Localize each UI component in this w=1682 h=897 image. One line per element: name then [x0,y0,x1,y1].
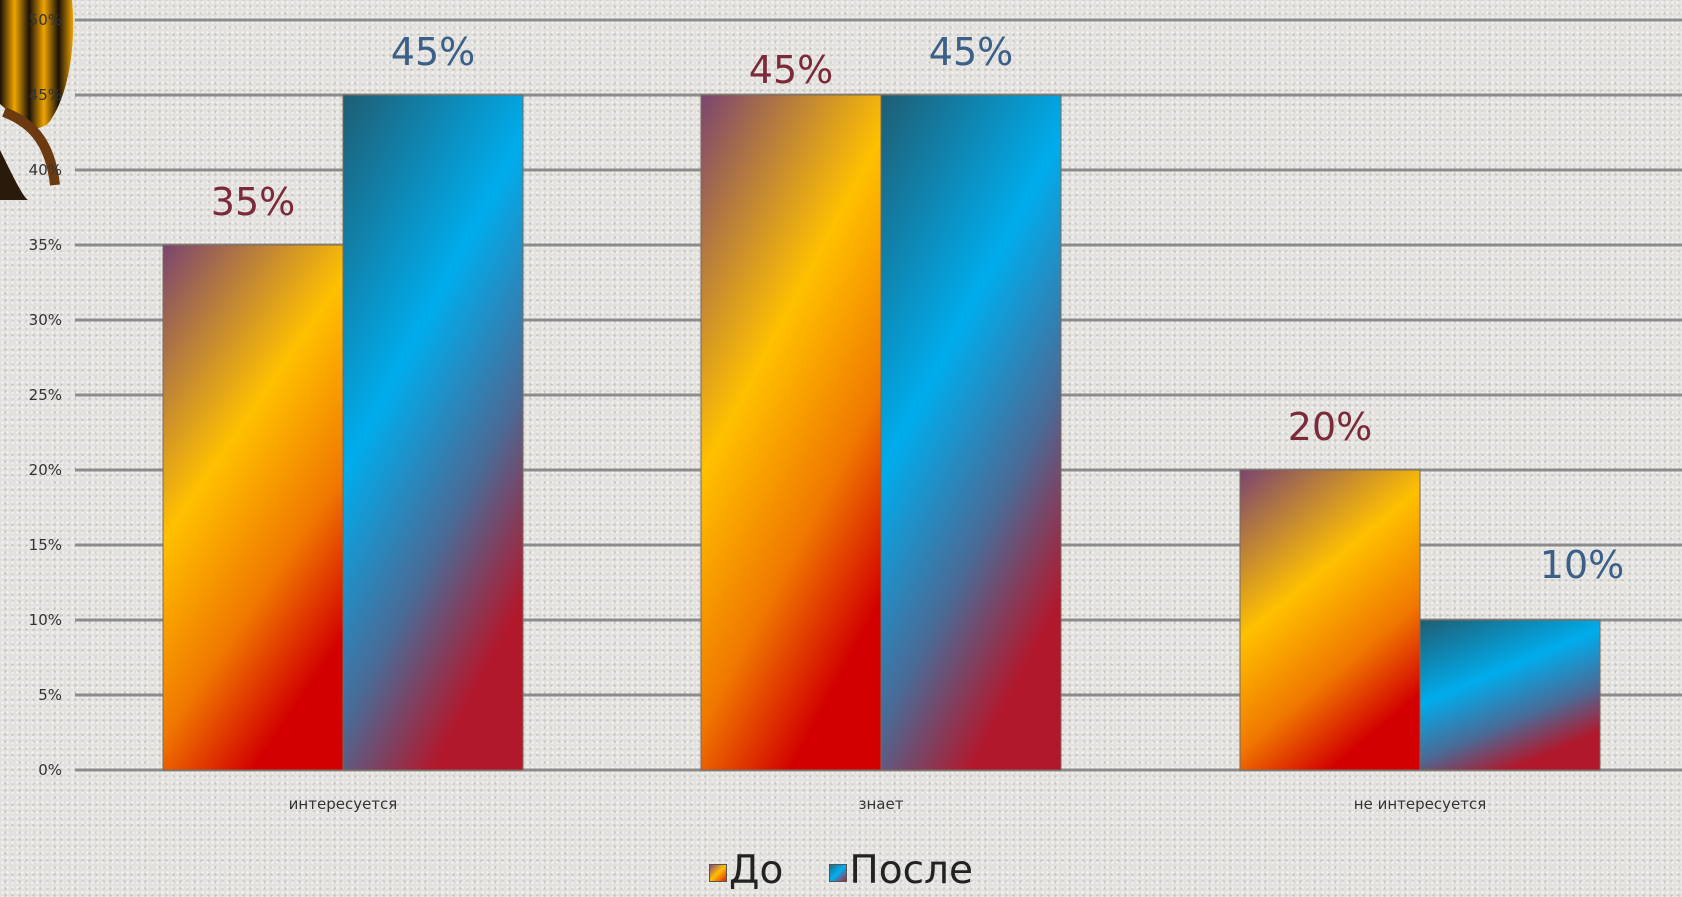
y-tick-label: 40% [29,161,62,179]
y-tick-label: 45% [29,86,62,104]
legend-swatch-after [829,864,848,882]
legend: До После [0,848,1682,893]
y-tick-label: 50% [29,11,62,29]
x-tick-label: не интересуется [1354,795,1486,813]
legend-entry-after: После [829,848,973,893]
x-tick-label: знает [859,795,904,813]
bar-after [880,94,1062,771]
legend-label-after: После [849,847,973,893]
data-label-after: 45% [929,30,1013,74]
bar-after [342,94,524,771]
x-axis-ticks: интересуется знает не интересуется [289,795,1487,813]
bars [162,94,1601,771]
x-tick-label: интересуется [289,795,398,813]
ribbon-decoration [0,0,74,200]
y-tick-label: 30% [29,311,62,329]
data-label-before: 45% [749,48,833,92]
y-tick-label: 15% [29,536,62,554]
bar-before [1239,469,1421,771]
y-axis-ticks: 0% 5% 10% 15% 20% 25% 30% 35% 40% 45% 50% [29,11,62,779]
legend-swatch-before [709,864,728,882]
bar-after [1419,619,1601,771]
data-label-before: 20% [1288,405,1372,449]
y-tick-label: 0% [38,761,62,779]
y-tick-label: 35% [29,236,62,254]
data-label-after: 10% [1540,543,1624,587]
legend-entry-before: До [709,848,783,893]
bar-before [162,244,344,771]
bar-before [700,94,882,771]
y-tick-label: 25% [29,386,62,404]
y-tick-label: 5% [38,686,62,704]
data-label-after: 45% [391,30,475,74]
y-tick-label: 10% [29,611,62,629]
data-label-before: 35% [211,180,295,224]
legend-label-before: До [729,847,784,893]
y-tick-label: 20% [29,461,62,479]
data-labels: 35% 45% 45% 45% 20% 10% [211,30,1624,587]
